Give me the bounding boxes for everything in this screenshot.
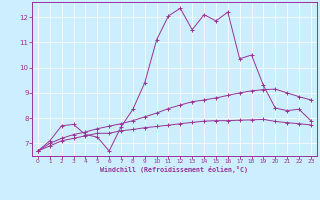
X-axis label: Windchill (Refroidissement éolien,°C): Windchill (Refroidissement éolien,°C) [100,166,248,173]
